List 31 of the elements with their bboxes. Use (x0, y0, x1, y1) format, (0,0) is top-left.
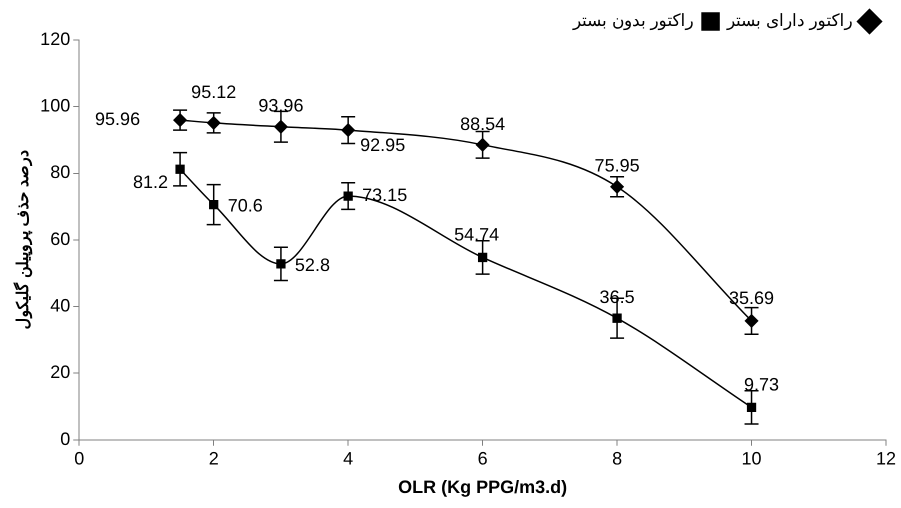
y-tick-label: 120 (40, 28, 70, 49)
y-axis-title: درصد حذف پروپیلن گلیکول (13, 150, 34, 330)
data-label: 73.15 (362, 185, 408, 206)
x-tick-label: 0 (74, 448, 84, 469)
x-tick-label: 8 (612, 448, 622, 469)
y-tick-label: 0 (60, 428, 70, 449)
data-label: 93.96 (258, 96, 304, 116)
data-label: 35.69 (729, 288, 774, 308)
y-tick-label: 80 (50, 162, 70, 182)
x-tick-label: 4 (343, 448, 354, 469)
x-tick-label: 10 (742, 448, 762, 469)
data-label: 92.95 (360, 135, 406, 156)
data-label: 9.73 (744, 374, 780, 394)
x-tick-label: 6 (478, 448, 488, 469)
y-tick-label: 40 (50, 296, 70, 316)
x-tick-label: 12 (876, 448, 896, 469)
data-label: 54.74 (454, 224, 500, 244)
data-label: 88.54 (460, 114, 506, 134)
data-label: 81.2 (133, 172, 168, 192)
data-label: 75.95 (594, 156, 640, 176)
data-label: 95.96 (95, 109, 140, 130)
data-label: 52.8 (294, 254, 330, 275)
legend-label: راکتور بدون بستر (572, 11, 694, 32)
data-label: 70.6 (228, 196, 263, 216)
data-label: 95.12 (191, 82, 236, 102)
y-tick-label: 20 (50, 362, 70, 382)
legend-label: راکتور دارای بستر (726, 11, 852, 32)
y-tick-label: 60 (50, 228, 70, 249)
x-axis-title: OLR (Kg PPG/m3.d) (398, 477, 568, 498)
y-tick-label: 100 (40, 96, 70, 116)
x-tick-label: 2 (208, 448, 219, 469)
